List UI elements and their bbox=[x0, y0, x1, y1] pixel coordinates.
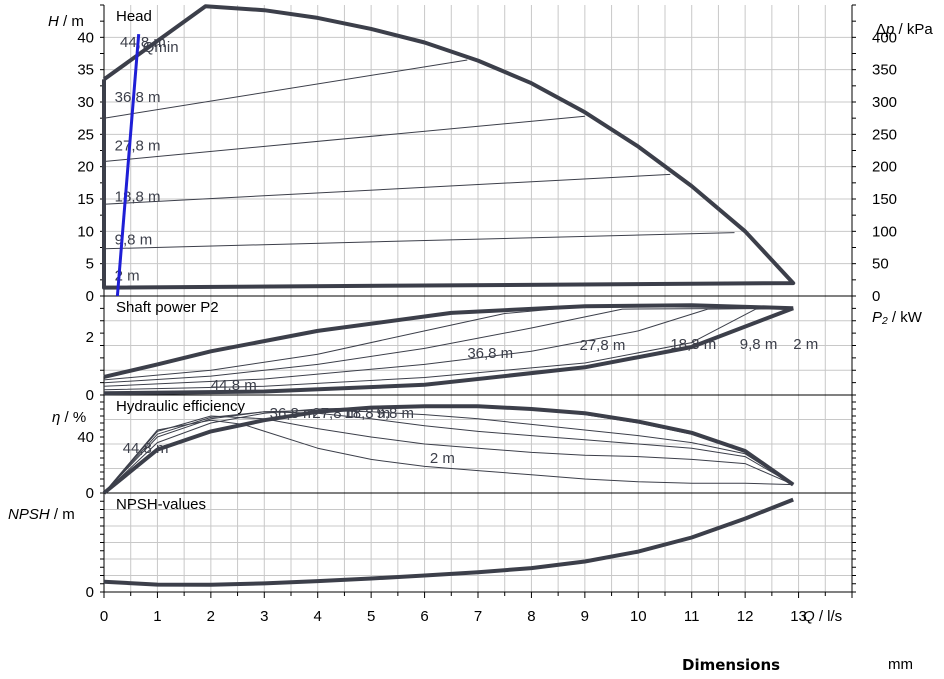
y-tick-label: 5 bbox=[86, 256, 94, 273]
y-tick-label: 2 bbox=[86, 329, 94, 346]
series-label: 9,8 m bbox=[376, 405, 414, 422]
series-line bbox=[103, 282, 794, 287]
series-label: 18,8 m bbox=[344, 405, 390, 422]
x-tick-label: 7 bbox=[474, 608, 482, 625]
y-tick-label-right: 50 bbox=[872, 256, 889, 273]
x-tick-label: 9 bbox=[581, 608, 589, 625]
dimensions-label: Dimensions bbox=[682, 656, 781, 674]
unit-label: mm bbox=[888, 656, 913, 673]
y-axis-label: η / % bbox=[52, 409, 86, 426]
y-tick-label: 40 bbox=[77, 429, 94, 446]
series-line bbox=[103, 305, 794, 381]
y-tick-label: 0 bbox=[86, 485, 94, 502]
x-tick-label: 10 bbox=[630, 608, 647, 625]
series-line bbox=[103, 173, 671, 205]
y-tick-label-right: 300 bbox=[872, 94, 897, 111]
x-tick-label: 11 bbox=[684, 608, 700, 625]
y-tick-label-right: 400 bbox=[872, 29, 897, 46]
x-tick-label: 0 bbox=[100, 608, 108, 625]
series-line bbox=[103, 307, 794, 387]
series-label: 18,8 m bbox=[115, 188, 161, 205]
series-label: 27,8 m bbox=[580, 337, 626, 354]
series-label: 2 m bbox=[430, 450, 455, 467]
y-tick-label-right: 0 bbox=[872, 288, 880, 305]
series-label: 27,8 m bbox=[312, 405, 358, 422]
x-tick-label: 2 bbox=[207, 608, 215, 625]
x-tick-label: 12 bbox=[737, 608, 754, 625]
y-tick-label: 35 bbox=[77, 62, 94, 79]
y-tick-label-right: 100 bbox=[872, 223, 897, 240]
series-line bbox=[103, 115, 585, 162]
y-tick-label: 0 bbox=[86, 387, 94, 404]
head-envelope-curve bbox=[102, 4, 796, 290]
y-tick-label: 0 bbox=[86, 584, 94, 601]
series-line bbox=[103, 307, 794, 384]
series-label: 2 m bbox=[115, 267, 140, 284]
x-tick-label: 13 bbox=[790, 608, 807, 625]
qmin-line bbox=[115, 33, 141, 297]
y-axis-label: NPSH / m bbox=[8, 506, 75, 523]
y-tick-label-right: 150 bbox=[872, 191, 897, 208]
x-tick-label: 5 bbox=[367, 608, 375, 625]
x-tick-label: 3 bbox=[260, 608, 268, 625]
panel-title: Shaft power P2 bbox=[116, 299, 219, 316]
series-label: 9,8 m bbox=[740, 336, 778, 353]
y-tick-label: 10 bbox=[77, 223, 94, 240]
qmin-label: Qmin bbox=[143, 39, 179, 56]
series-line bbox=[103, 59, 468, 119]
series-line bbox=[103, 497, 794, 587]
y-axis-label-right: Δp / kPa bbox=[876, 21, 933, 38]
x-tick-label: 8 bbox=[527, 608, 535, 625]
y-tick-label-right: 250 bbox=[872, 126, 897, 143]
y-axis-label: H / m bbox=[48, 13, 84, 30]
panel-title: Head bbox=[116, 8, 152, 25]
series-label: 2 m bbox=[793, 336, 818, 353]
series-line bbox=[103, 409, 794, 494]
series-label: 36,8 m bbox=[467, 345, 513, 362]
x-tick-label: 4 bbox=[314, 608, 322, 625]
series-label: 44,8 m bbox=[120, 34, 166, 51]
series-label: 9,8 m bbox=[115, 232, 153, 249]
series-line bbox=[103, 306, 794, 396]
y-tick-label-right: 350 bbox=[872, 62, 897, 79]
x-tick-label: 6 bbox=[420, 608, 428, 625]
footer: Dimensions mm bbox=[0, 656, 944, 676]
series-label: 27,8 m bbox=[115, 137, 161, 154]
series-label: 36,8 m bbox=[270, 405, 316, 422]
y-tick-label: 30 bbox=[77, 94, 94, 111]
x-tick-label: 1 bbox=[153, 608, 161, 625]
x-axis-label: Q / l/s bbox=[803, 608, 842, 625]
y-tick-label: 25 bbox=[77, 126, 94, 143]
y-tick-label: 40 bbox=[77, 29, 94, 46]
y-tick-label: 20 bbox=[77, 159, 94, 176]
y-tick-label-right: 200 bbox=[872, 159, 897, 176]
series-line bbox=[103, 307, 794, 391]
y-tick-label: 15 bbox=[77, 191, 94, 208]
series-line bbox=[103, 419, 794, 494]
series-line bbox=[103, 303, 794, 379]
series-line bbox=[103, 232, 735, 250]
series-line bbox=[103, 415, 794, 494]
series-label: 36,8 m bbox=[115, 89, 161, 106]
y-tick-label: 0 bbox=[86, 288, 94, 305]
y-axis-label-right: P₂ / kW bbox=[872, 309, 923, 326]
panel-title: NPSH-values bbox=[116, 496, 206, 513]
panel-title: Hydraulic efficiency bbox=[116, 398, 245, 415]
